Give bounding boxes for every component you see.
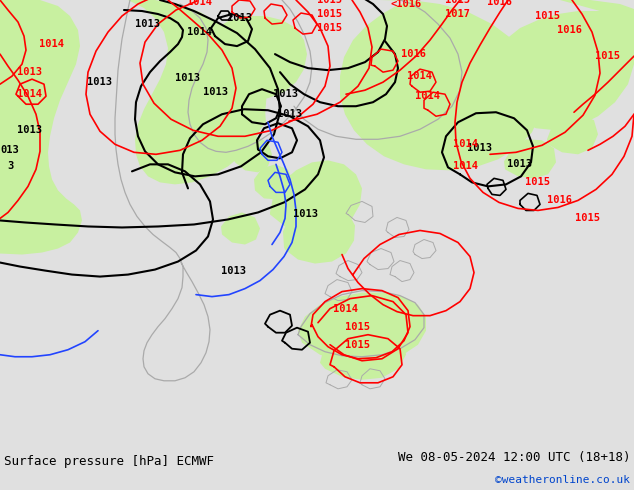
Text: 1015: 1015	[346, 340, 370, 350]
Text: 1014: 1014	[333, 304, 358, 314]
Text: 1015: 1015	[595, 51, 621, 61]
Text: We 08-05-2024 12:00 UTC (18+18): We 08-05-2024 12:00 UTC (18+18)	[398, 451, 630, 465]
Text: 1014: 1014	[188, 0, 212, 7]
Text: 1015: 1015	[318, 0, 342, 5]
Text: 1014: 1014	[18, 89, 42, 99]
Polygon shape	[0, 0, 82, 254]
Text: 1013: 1013	[278, 109, 302, 119]
Text: 1013: 1013	[202, 87, 228, 97]
Text: 1013: 1013	[228, 13, 252, 23]
Text: 1015: 1015	[446, 0, 470, 5]
Polygon shape	[185, 16, 307, 100]
Text: 1013: 1013	[273, 89, 297, 99]
Polygon shape	[220, 99, 266, 136]
Polygon shape	[128, 0, 267, 184]
Text: 1013: 1013	[176, 73, 200, 83]
Text: 1015: 1015	[576, 214, 600, 223]
Polygon shape	[234, 136, 272, 172]
Polygon shape	[340, 0, 542, 171]
Text: 1016: 1016	[557, 25, 583, 35]
Text: 1013: 1013	[18, 125, 42, 135]
Polygon shape	[270, 160, 362, 233]
Polygon shape	[320, 325, 406, 380]
Text: 1015: 1015	[318, 9, 342, 19]
Polygon shape	[436, 72, 480, 110]
Text: 1013: 1013	[136, 19, 160, 29]
Text: Surface pressure [hPa] ECMWF: Surface pressure [hPa] ECMWF	[4, 455, 214, 468]
Text: 1015: 1015	[536, 11, 560, 21]
Text: 013: 013	[1, 146, 20, 155]
Polygon shape	[504, 139, 556, 178]
Text: 1014: 1014	[39, 39, 65, 49]
Text: 1014: 1014	[453, 139, 477, 149]
Polygon shape	[221, 213, 260, 245]
Text: 1016: 1016	[401, 49, 427, 59]
Text: 1013: 1013	[292, 209, 318, 220]
Text: <1016: <1016	[391, 0, 422, 9]
Text: 1014: 1014	[415, 91, 441, 101]
Text: 1015: 1015	[526, 177, 550, 187]
Text: 1016: 1016	[488, 0, 512, 7]
Text: 1013: 1013	[87, 77, 112, 87]
Polygon shape	[283, 202, 355, 264]
Text: 1013: 1013	[507, 159, 533, 170]
Text: 1014: 1014	[453, 161, 477, 172]
Polygon shape	[547, 114, 598, 154]
Text: 1013: 1013	[467, 143, 493, 153]
Text: 1013: 1013	[18, 67, 42, 77]
Text: 1016: 1016	[548, 196, 573, 205]
Polygon shape	[298, 293, 426, 363]
Text: 3: 3	[7, 161, 13, 172]
Text: 1014: 1014	[188, 27, 212, 37]
Polygon shape	[486, 98, 526, 131]
Text: 1017: 1017	[446, 9, 470, 19]
Polygon shape	[0, 12, 26, 36]
Text: 1015: 1015	[318, 23, 342, 33]
Polygon shape	[254, 164, 293, 199]
Text: 1015: 1015	[346, 321, 370, 332]
Text: ©weatheronline.co.uk: ©weatheronline.co.uk	[495, 475, 630, 485]
Text: 1014: 1014	[408, 71, 432, 81]
Text: 1013: 1013	[221, 266, 247, 275]
Polygon shape	[493, 0, 634, 130]
